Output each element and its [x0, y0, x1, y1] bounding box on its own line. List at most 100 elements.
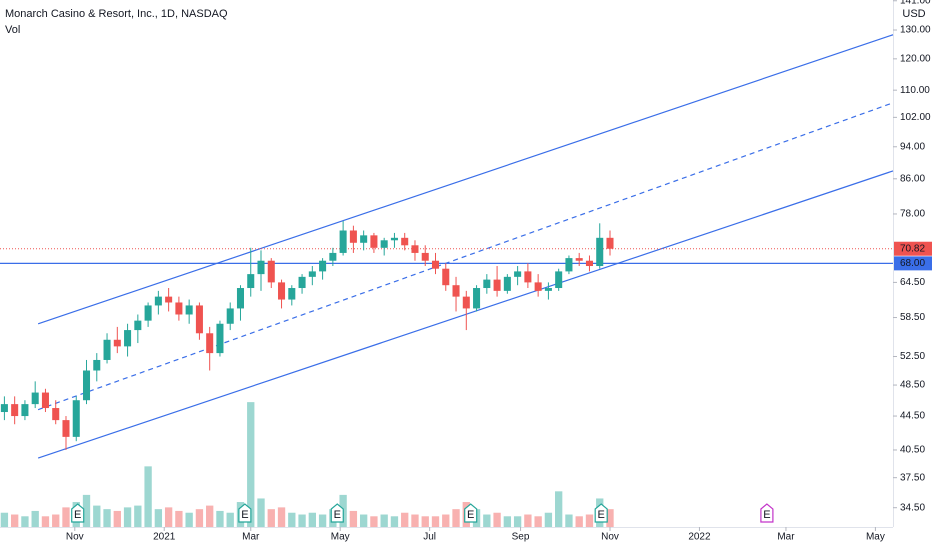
volume-bar	[534, 516, 542, 527]
volume-bar	[390, 516, 399, 527]
x-tick-label: 2022	[688, 532, 711, 543]
candle-body	[483, 279, 491, 289]
last-price-badge	[894, 241, 932, 256]
axes: 34.50 37.50 40.50 44.50 48.50 52.50 58.50 64.50…	[66, 0, 932, 543]
y-tick-label: 94.00	[900, 141, 925, 152]
y-tick-label: 37.50	[900, 472, 925, 483]
y-tick-label: 86.00	[900, 173, 925, 184]
volume-bar	[144, 466, 152, 527]
volume-bar	[257, 498, 265, 527]
volume-bar	[10, 514, 19, 527]
volume-bar	[52, 514, 60, 527]
volume-bar	[585, 514, 594, 527]
volume-bar	[544, 512, 553, 527]
volume-bar	[606, 509, 614, 527]
y-tick-label: 102.00	[900, 112, 931, 123]
candle-body	[596, 237, 604, 267]
candle-body	[370, 235, 378, 248]
volume-bar	[503, 516, 512, 527]
y-tick-label: 141.00	[900, 0, 931, 6]
candle-body	[62, 420, 70, 437]
candle-body	[72, 400, 80, 437]
currency-label: USD	[902, 8, 925, 20]
x-tick-label: May	[331, 532, 350, 543]
y-tick-label: 64.50	[900, 277, 925, 288]
x-tick-label: May	[866, 532, 885, 543]
volume-bar	[411, 514, 419, 527]
volume-bar	[493, 512, 501, 527]
candle-body	[462, 296, 470, 309]
candle-body	[216, 323, 224, 354]
y-tick-label: 110.00	[900, 85, 930, 96]
earnings-marker	[594, 503, 608, 523]
candle-body	[103, 339, 111, 360]
volume-bar	[524, 514, 532, 527]
earnings-label: E	[598, 509, 605, 521]
candle-body	[41, 392, 49, 409]
candle-body	[21, 404, 29, 417]
volume-bar	[267, 509, 275, 527]
candle-body	[247, 274, 255, 289]
candle-body	[585, 260, 593, 267]
candle-body	[473, 288, 481, 309]
chart-title: Monarch Casino & Resort, Inc., 1D, NASDA…	[5, 8, 228, 20]
volume-bar	[483, 514, 491, 527]
x-tick-label: Mar	[242, 532, 260, 543]
volume-bar	[308, 512, 316, 527]
volume-bar	[442, 514, 450, 527]
candle-body	[195, 305, 203, 334]
candle-body	[514, 271, 522, 277]
volume-bar	[452, 509, 460, 527]
volume-bar	[21, 516, 29, 527]
candle-body	[93, 359, 101, 371]
candle-body	[134, 320, 142, 331]
candle-body	[31, 392, 39, 405]
candle-body	[175, 302, 183, 315]
candle-body	[226, 308, 234, 324]
hline-label: 68.00	[900, 258, 925, 269]
x-tick-label: Jul	[423, 532, 436, 543]
candle-body	[236, 288, 244, 309]
volume-bar	[370, 516, 378, 527]
trend-line	[37, 34, 894, 325]
y-tick-label: 40.50	[900, 445, 925, 456]
volume-bar	[31, 510, 39, 527]
volume-bar	[349, 510, 358, 527]
candle-body	[544, 288, 552, 291]
earnings-marker	[71, 503, 85, 523]
y-tick-label: 58.50	[900, 312, 925, 323]
candle-body	[52, 408, 60, 421]
candle-body	[575, 258, 583, 261]
volume-bar	[298, 514, 306, 527]
volume-bar	[175, 510, 183, 527]
candle-body	[401, 237, 409, 246]
last-price-label: 70.82	[900, 243, 925, 254]
volume-bar	[226, 512, 234, 527]
volume-bar	[565, 514, 573, 527]
earnings-marker	[330, 503, 344, 523]
volume-bar	[575, 516, 583, 527]
volume-bar	[62, 507, 70, 527]
candle-body	[154, 296, 162, 306]
candle-body	[534, 282, 542, 291]
trend-line	[37, 170, 894, 459]
candle-body	[308, 271, 316, 277]
candle-body	[503, 276, 511, 291]
candle-body	[278, 282, 286, 300]
volume-bar	[431, 516, 440, 527]
candle-body	[165, 296, 173, 303]
volume-bar	[164, 507, 173, 527]
trend-line	[37, 102, 894, 411]
candle-body	[555, 271, 563, 289]
volume-bar	[103, 509, 111, 527]
candle-body	[0, 404, 8, 413]
candle-body	[113, 339, 121, 347]
candle-body	[144, 305, 152, 321]
y-tick-label: 44.50	[900, 411, 925, 422]
candle-body	[421, 252, 429, 261]
earnings-label: E	[763, 509, 770, 521]
candle-body	[298, 276, 306, 289]
candle-body	[257, 260, 265, 275]
y-tick-label: 120.00	[900, 53, 931, 64]
